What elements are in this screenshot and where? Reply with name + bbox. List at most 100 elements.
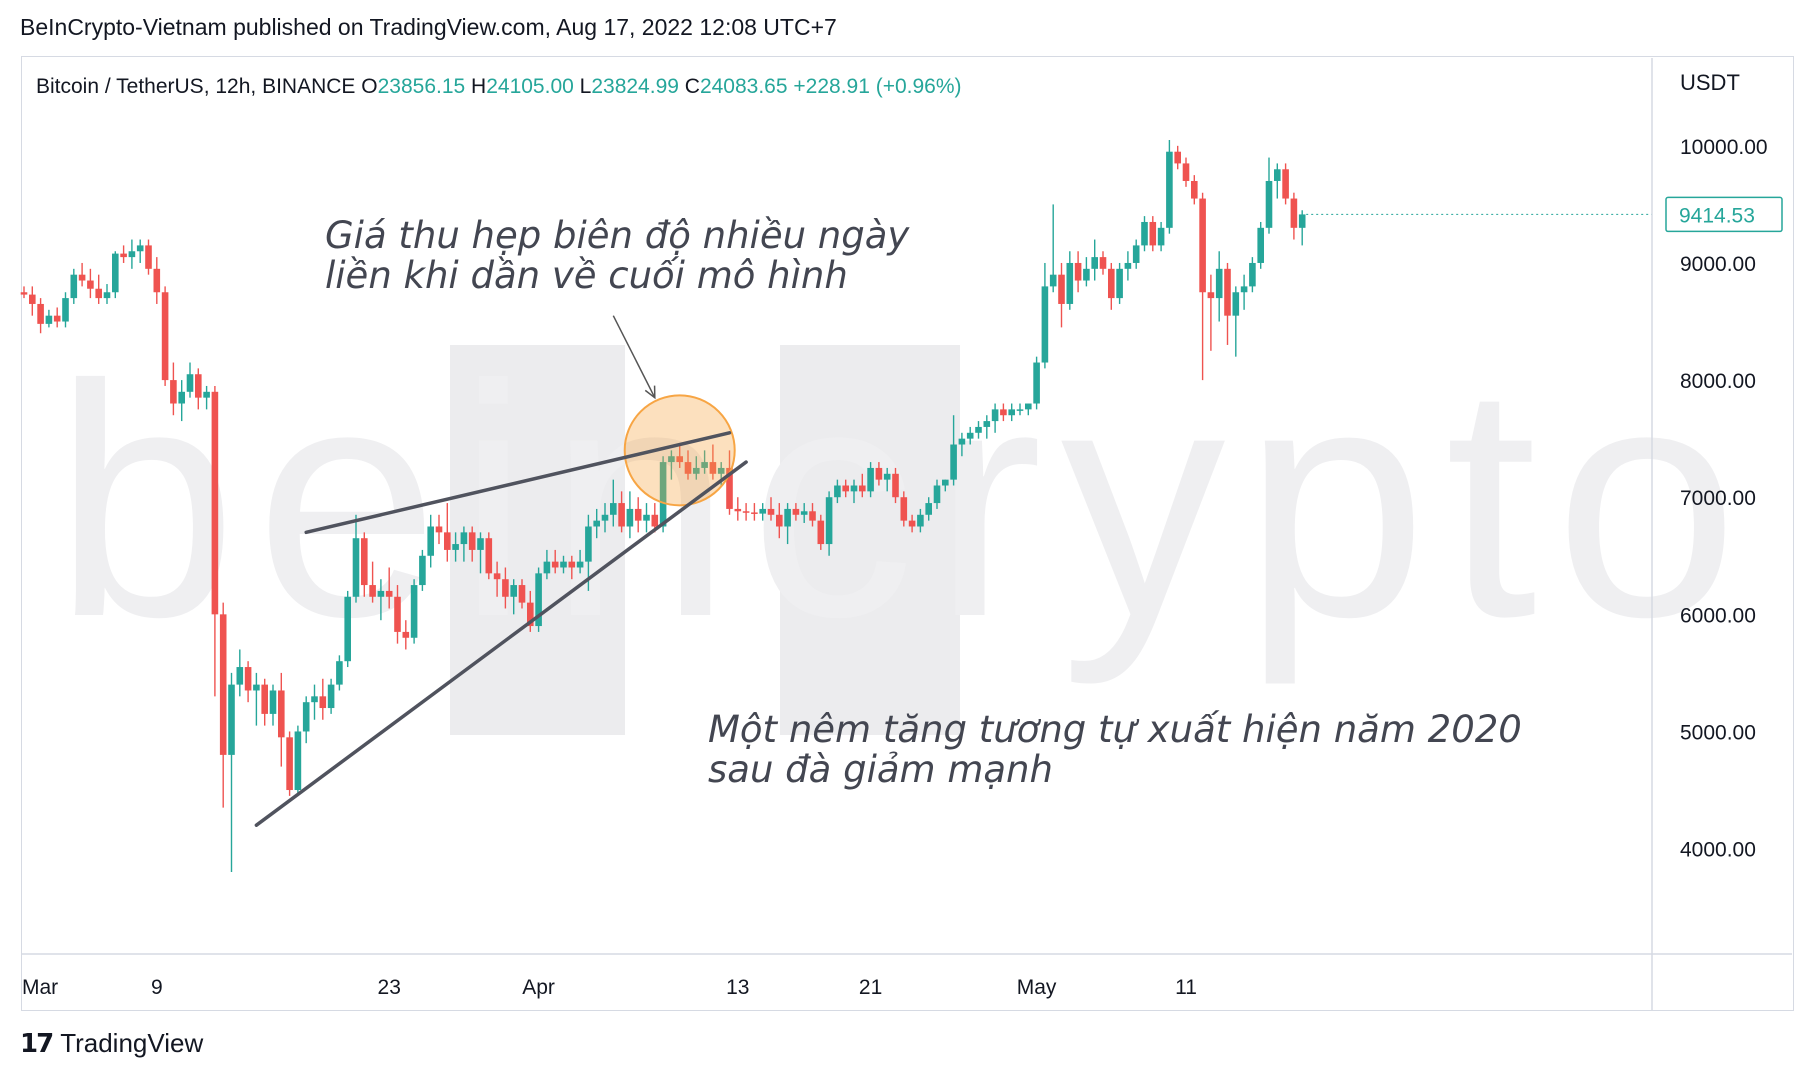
candle (634, 497, 642, 533)
symbol-legend: Bitcoin / TetherUS, 12h, BINANCE O23856.… (36, 75, 962, 98)
candle (560, 555, 567, 574)
tradingview-footer[interactable]: 17 TradingView (20, 1028, 203, 1059)
candle-body (410, 585, 418, 638)
candle (1025, 403, 1032, 416)
candle-body (170, 380, 177, 404)
candle-body (20, 292, 28, 295)
annotation-text: Một nêm tăng tương tự xuất hiện năm 2020 (708, 708, 1522, 751)
candle (933, 479, 941, 509)
candle (527, 590, 534, 632)
candle-body (236, 667, 244, 685)
legend-value-O: 23856.15 (378, 75, 471, 98)
candle-body (693, 467, 700, 474)
candle-body (1149, 221, 1157, 246)
candle (294, 725, 302, 796)
candle-body (95, 288, 102, 299)
price-axis[interactable]: USDT 4000.00 5000.00 6000.00 7000.00 8000.00 9… (1306, 70, 1783, 862)
candle-body (1199, 198, 1206, 293)
legend-change: +228.91 (+0.96%) (793, 75, 961, 98)
time-tick-label: May (1017, 976, 1057, 999)
candle-body (186, 374, 194, 392)
candle-body (452, 544, 459, 550)
candle-body (917, 514, 924, 527)
candle-body (676, 456, 683, 463)
candle-body (62, 298, 69, 322)
candle-body (460, 532, 468, 545)
candle-body (1191, 180, 1198, 199)
price-tick-label: 4000.00 (1680, 839, 1756, 862)
candle (800, 503, 808, 523)
candle (87, 268, 94, 299)
candle (1182, 157, 1190, 187)
trendline-upper (304, 431, 732, 535)
candle (883, 467, 891, 492)
candle (892, 467, 899, 504)
candle-body (1108, 268, 1115, 299)
chart-frame[interactable] (21, 56, 1794, 1011)
candle-body (950, 444, 957, 480)
candle-body (1066, 262, 1074, 304)
candle-body (701, 462, 708, 468)
candle-body (850, 485, 858, 492)
candle (1149, 216, 1157, 252)
candle (78, 262, 86, 287)
candle (435, 514, 443, 545)
candle-body (1290, 198, 1298, 228)
candle (1132, 239, 1140, 269)
candle-body (136, 245, 144, 252)
candle-body (568, 561, 576, 568)
candle-body (551, 561, 559, 568)
candle (792, 503, 800, 521)
candle (1257, 221, 1264, 269)
candle (950, 415, 957, 486)
candle (966, 426, 974, 445)
legend-key: O (361, 75, 377, 98)
last-price-label: 9414.53 (1679, 204, 1755, 227)
candle-body (269, 690, 277, 714)
candle-body (668, 456, 675, 463)
candle-body (1124, 262, 1132, 269)
candle (319, 678, 327, 720)
candle (759, 503, 766, 521)
candle (485, 532, 493, 580)
candle (1166, 139, 1173, 234)
price-tick-label: 6000.00 (1680, 604, 1756, 627)
candle-body (875, 467, 883, 480)
candle (1049, 204, 1057, 293)
candle (1074, 251, 1082, 293)
candle (1249, 257, 1256, 293)
highlight-circle (623, 394, 736, 507)
candle (1290, 192, 1298, 240)
candle (842, 479, 849, 498)
candle-body (70, 274, 78, 299)
candle-body (518, 585, 526, 603)
candle-body (1207, 292, 1215, 299)
candle-body (502, 579, 509, 597)
candle (875, 462, 883, 486)
candle (1008, 403, 1015, 422)
candle (186, 362, 194, 398)
candle-body (726, 467, 733, 509)
candle (576, 549, 584, 574)
candle (734, 497, 742, 521)
candle (195, 368, 202, 410)
candle-body (892, 473, 899, 498)
candle (336, 655, 343, 691)
candle-body (37, 303, 44, 324)
candle (610, 479, 617, 527)
candle-body (419, 555, 426, 586)
candle-body (385, 590, 393, 597)
candle-body (751, 512, 758, 514)
candle-body (942, 479, 949, 486)
candle-body (219, 614, 227, 755)
candle-body (651, 514, 659, 527)
candle (859, 473, 866, 498)
candle-body (659, 462, 667, 527)
candle (444, 503, 451, 562)
candle (709, 444, 717, 480)
time-axis[interactable]: Mar 9 23 Apr 13 21 May 11 (22, 976, 1197, 999)
candle (1108, 262, 1115, 310)
legend-value-L: 23824.99 (591, 75, 684, 98)
